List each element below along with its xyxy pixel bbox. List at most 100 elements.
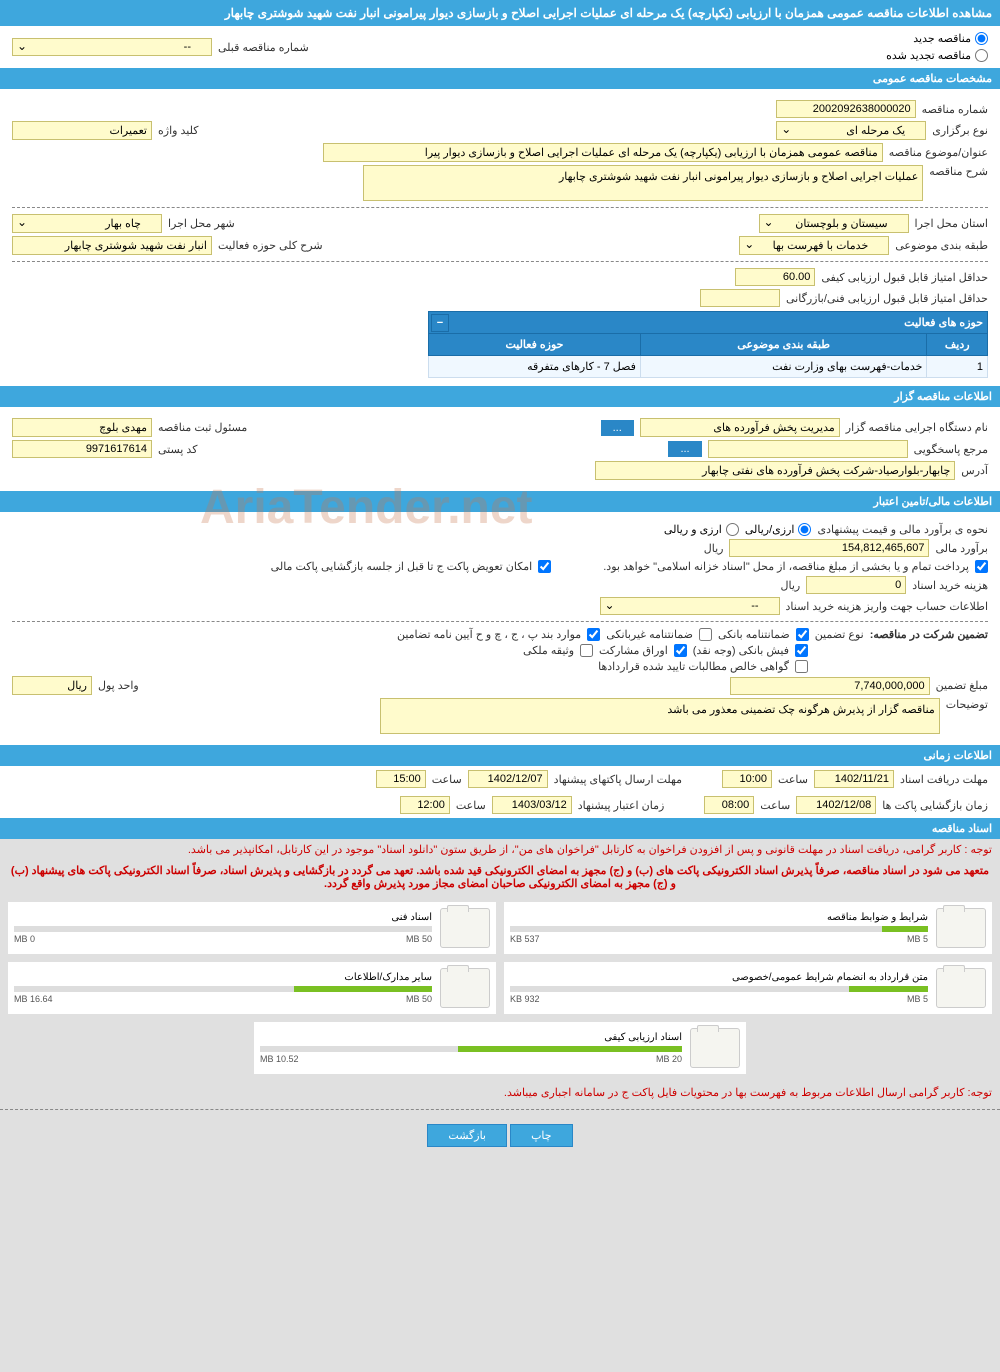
footer-buttons: چاپ بازگشت — [0, 1116, 1000, 1155]
radio-renewed[interactable]: مناقصه تجدید شده — [886, 49, 988, 62]
g2-label: ضمانتنامه غیربانکی — [606, 628, 693, 641]
cell: 1 — [927, 356, 988, 378]
g4-check[interactable] — [795, 644, 808, 657]
ref-more-button[interactable]: ... — [668, 441, 701, 457]
cell: خدمات-فهرست بهای وزارت نفت — [640, 356, 927, 378]
activities-header: حوزه های فعالیت − — [429, 312, 988, 334]
radio-renewed-input[interactable] — [975, 49, 988, 62]
doc-info: سایر مدارک/اطلاعات 50 MB16.64 MB — [14, 972, 432, 1004]
print-button[interactable]: چاپ — [510, 1124, 573, 1147]
province-select[interactable]: سیستان و بلوچستان — [759, 214, 909, 233]
desc-field: عملیات اجرایی اصلاح و بازسازی دیوار پیرا… — [363, 165, 923, 201]
g5-check[interactable] — [674, 644, 687, 657]
min-tech-label: حداقل امتیاز قابل قبول ارزیابی فنی/بازرگ… — [786, 292, 988, 305]
min-qual-label: حداقل امتیاز قابل قبول ارزیابی کیفی — [821, 271, 988, 284]
col-act: حوزه فعالیت — [429, 334, 641, 356]
timing-header: اطلاعات زمانی — [0, 745, 1000, 766]
province-label: استان محل اجرا — [915, 217, 988, 230]
receive-time: 10:00 — [722, 770, 772, 788]
guarantee-amount-field: 7,740,000,000 — [730, 677, 930, 695]
account-select[interactable]: -- — [600, 597, 780, 615]
docs-header: اسناد مناقصه — [0, 818, 1000, 839]
type-label: نوع برگزاری — [932, 124, 988, 137]
category-select[interactable]: خدمات با فهرست بها — [739, 236, 889, 255]
subject-field: مناقصه عمومی همزمان با ارزیابی (یکپارچه)… — [323, 143, 883, 162]
category-label: طبقه بندی موضوعی — [895, 239, 988, 252]
doc-card[interactable]: شرایط و ضوابط مناقصه 5 MB537 KB — [504, 902, 992, 954]
docs-grid: شرایط و ضوابط مناقصه 5 MB537 KB اسناد فن… — [0, 894, 1000, 1082]
divider3 — [12, 621, 988, 622]
progress-bar — [14, 986, 432, 992]
progress-bar — [14, 926, 432, 932]
min-tech-field — [700, 289, 780, 307]
radio-new[interactable]: مناقصه جدید — [886, 32, 988, 45]
radio-new-input[interactable] — [975, 32, 988, 45]
min-qual-field: 60.00 — [735, 268, 815, 286]
city-select[interactable]: چاه بهار — [12, 214, 162, 233]
prev-no-select[interactable]: -- — [12, 38, 212, 56]
address-field: چابهار-بلوارصیاد-شرکت پخش فرآورده های نف… — [595, 461, 955, 480]
doc-card[interactable]: سایر مدارک/اطلاعات 50 MB16.64 MB — [8, 962, 496, 1014]
timing-row2: زمان بازگشایی پاکت ها 1402/12/08 ساعت 08… — [0, 792, 1000, 818]
activity-scope-label: شرح کلی حوزه فعالیت — [218, 239, 323, 252]
postal-field: 9971617614 — [12, 440, 152, 458]
financial-header: اطلاعات مالی/تامین اعتبار — [0, 491, 1000, 512]
docs-note2: متعهد می شود در اسناد مناقصه، صرفاً پذیر… — [0, 860, 1000, 894]
submit-date: 1402/12/07 — [468, 770, 548, 788]
resp-field: مهدی بلوچ — [12, 418, 152, 437]
back-button[interactable]: بازگشت — [427, 1124, 507, 1147]
time-label: ساعت — [778, 773, 808, 786]
city-label: شهر محل اجرا — [168, 217, 235, 230]
g6-check[interactable] — [580, 644, 593, 657]
time-label3: ساعت — [760, 799, 790, 812]
doc-card[interactable]: متن قرارداد به انضمام شرایط عمومی/خصوصی … — [504, 962, 992, 1014]
doc-title: شرایط و ضوابط مناقصه — [510, 912, 928, 923]
notes-label: توضیحات — [946, 698, 988, 711]
method-opt2[interactable]: ارزی و ریالی — [664, 523, 739, 536]
folder-icon — [440, 908, 490, 948]
general-header: مشخصات مناقصه عمومی — [0, 68, 1000, 89]
org-label: نام دستگاه اجرایی مناقصه گزار — [846, 421, 988, 434]
estimate-field: 154,812,465,607 — [729, 539, 929, 557]
open-label: زمان بازگشایی پاکت ها — [882, 799, 988, 812]
authority-header: اطلاعات مناقصه گزار — [0, 386, 1000, 407]
g3-check[interactable] — [587, 628, 600, 641]
time-label2: ساعت — [432, 773, 462, 786]
ref-field — [708, 440, 908, 458]
type-select[interactable]: یک مرحله ای — [776, 121, 926, 140]
keyword-label: کلید واژه — [158, 124, 198, 137]
g7-check[interactable] — [795, 660, 808, 673]
doc-card[interactable]: اسناد ارزیابی کیفی 20 MB10.52 MB — [254, 1022, 746, 1074]
receive-date: 1402/11/21 — [814, 770, 894, 788]
doc-cost-label: هزینه خرید اسناد — [912, 579, 988, 592]
col-cat: طبقه بندی موضوعی — [640, 334, 927, 356]
status-section: مناقصه جدید مناقصه تجدید شده شماره مناقص… — [0, 26, 1000, 68]
folder-icon — [936, 968, 986, 1008]
g2-check[interactable] — [699, 628, 712, 641]
account-label: اطلاعات حساب جهت واریز هزینه خرید اسناد — [786, 600, 988, 613]
doc-title: متن قرارداد به انضمام شرایط عمومی/خصوصی — [510, 972, 928, 983]
expand-icon[interactable]: − — [431, 314, 449, 332]
g1-check[interactable] — [796, 628, 809, 641]
activity-scope-field: انبار نفت شهید شوشتری چابهار — [12, 236, 212, 255]
address-label: آدرس — [961, 464, 988, 477]
guarantee-label: تضمین شرکت در مناقصه: — [870, 628, 988, 641]
org-more-button[interactable]: ... — [601, 420, 634, 436]
page-title: مشاهده اطلاعات مناقصه عمومی همزمان با ار… — [0, 0, 1000, 26]
validity-date: 1403/03/12 — [492, 796, 572, 814]
g1-label: ضمانتنامه بانکی — [718, 628, 790, 641]
folder-icon — [440, 968, 490, 1008]
validity-time: 12:00 — [400, 796, 450, 814]
method-opt1[interactable]: ارزی/ریالی — [745, 523, 812, 536]
doc-info: شرایط و ضوابط مناقصه 5 MB537 KB — [510, 912, 928, 944]
doc-card[interactable]: اسناد فنی 50 MB0 MB — [8, 902, 496, 954]
payment-check[interactable] — [975, 560, 988, 573]
divider2 — [12, 261, 988, 262]
keyword-field: تعمیرات — [12, 121, 152, 140]
open-time: 08:00 — [704, 796, 754, 814]
tender-no-field: 2002092638000020 — [776, 100, 916, 118]
prev-no-label: شماره مناقصه قبلی — [218, 41, 309, 54]
table-row: 1 خدمات-فهرست بهای وزارت نفت فصل 7 - کار… — [429, 356, 988, 378]
replace-check[interactable] — [538, 560, 551, 573]
receive-label: مهلت دریافت اسناد — [900, 773, 988, 786]
